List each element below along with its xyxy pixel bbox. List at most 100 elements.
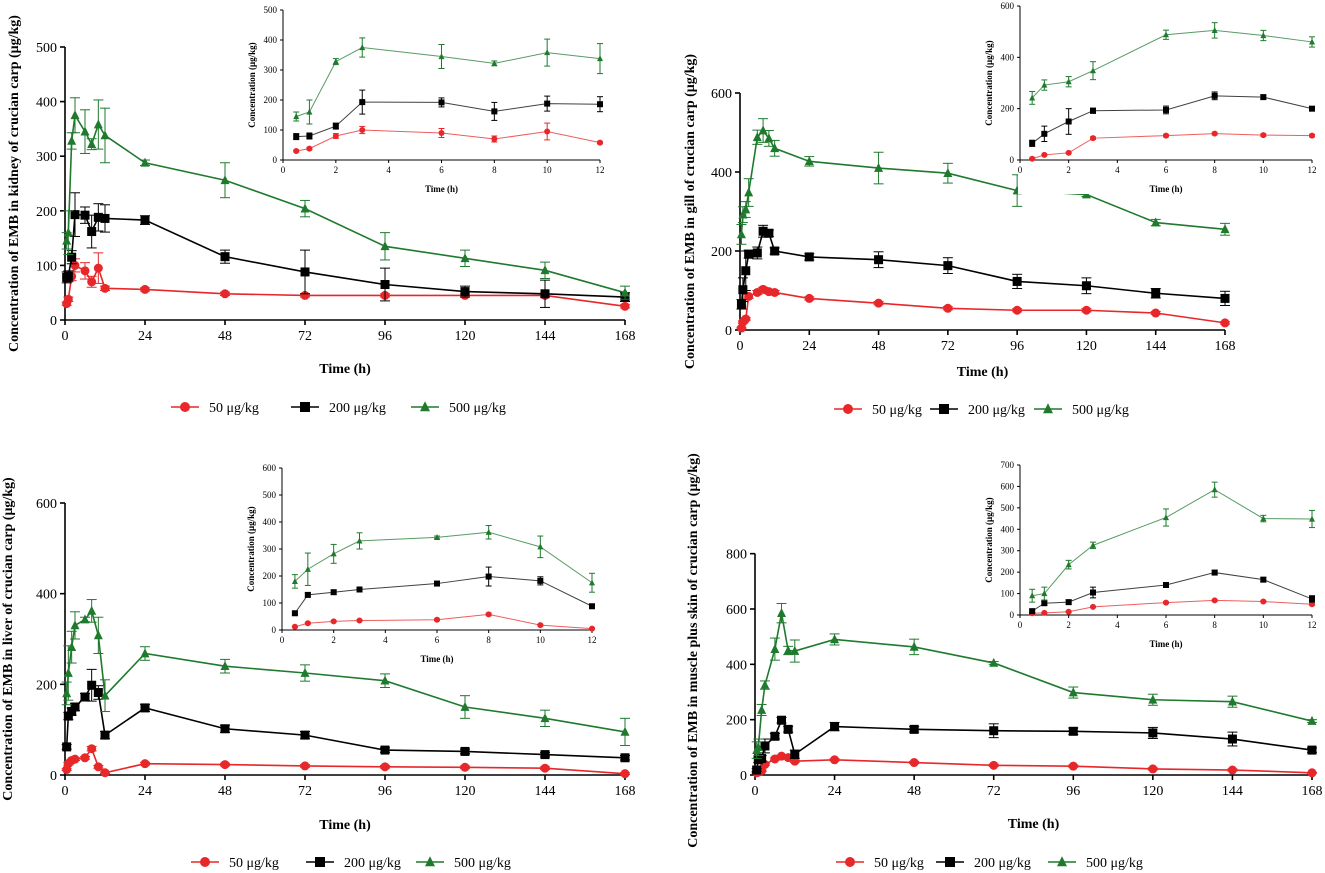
- data-point: [87, 277, 97, 287]
- data-point: [909, 724, 919, 734]
- series-triangle: [61, 97, 630, 300]
- legend-label: 200 μg/kg: [329, 401, 386, 416]
- x-tick-label: 10: [1259, 620, 1269, 630]
- x-tick-label: 48: [907, 784, 921, 799]
- y-tick-label: 200: [36, 205, 57, 220]
- x-tick-label: 96: [1066, 784, 1080, 799]
- series-line: [294, 613, 593, 630]
- x-tick-label: 144: [1145, 339, 1166, 354]
- data-point: [1065, 561, 1072, 568]
- data-point: [87, 139, 97, 149]
- data-point: [790, 645, 800, 655]
- inset-chart: 0 200 400 600 0 2 4 6 8 10 12 Time (h) Concentration…: [984, 1, 1322, 194]
- series-circle: [293, 122, 603, 154]
- x-tick-label: 24: [138, 784, 152, 799]
- data-point: [63, 227, 73, 237]
- data-point: [1227, 734, 1237, 744]
- legend: 50 μg/kg 200 μg/kg 500 μg/kg: [836, 856, 1143, 871]
- data-point: [1041, 130, 1048, 137]
- x-axis-title: Time (h): [319, 818, 371, 833]
- data-point: [87, 227, 97, 237]
- x-tick-label: 168: [615, 329, 636, 344]
- y-tick-label: 700: [1001, 460, 1015, 470]
- legend-label: 50 μg/kg: [874, 856, 924, 871]
- data-point: [804, 252, 814, 262]
- data-point: [540, 265, 550, 275]
- data-point: [757, 704, 767, 714]
- y-tick-label: 600: [726, 603, 747, 618]
- x-tick-label: 12: [596, 165, 605, 175]
- data-point: [80, 753, 90, 763]
- data-point: [438, 99, 445, 106]
- data-point: [62, 235, 72, 245]
- legend-label: 50 μg/kg: [209, 401, 259, 416]
- data-point: [1260, 598, 1267, 605]
- y-tick-label: 100: [36, 259, 57, 274]
- series-circle: [61, 744, 630, 779]
- data-point: [140, 759, 150, 769]
- data-point: [306, 108, 313, 115]
- data-point: [770, 246, 780, 256]
- data-point: [1065, 78, 1072, 85]
- series-line: [296, 46, 601, 117]
- x-tick-label: 144: [535, 329, 556, 344]
- x-axis-title: Time (h): [1149, 184, 1182, 194]
- data-point: [909, 758, 919, 768]
- series-circle: [291, 611, 595, 632]
- data-point: [1211, 130, 1218, 137]
- data-point: [1090, 107, 1096, 114]
- legend-item: 50 μg/kg: [171, 401, 259, 416]
- x-tick-label: 144: [535, 784, 556, 799]
- x-tick-label: 0: [62, 329, 69, 344]
- data-point: [537, 543, 544, 550]
- y-tick-label: 200: [263, 571, 277, 581]
- data-point: [537, 622, 544, 629]
- legend-item: 500 μg/kg: [416, 856, 511, 871]
- x-tick-label: 24: [138, 329, 152, 344]
- x-tick-label: 24: [802, 339, 816, 354]
- data-point: [356, 537, 363, 544]
- y-tick-label: 300: [263, 544, 277, 554]
- y-tick-label: 400: [263, 517, 277, 527]
- x-axis-title: Time (h): [1149, 639, 1182, 649]
- x-tick-label: 0: [1018, 165, 1023, 175]
- series-square: [1029, 91, 1315, 147]
- x-tick-label: 6: [1164, 620, 1169, 630]
- series-square: [293, 89, 603, 141]
- data-point: [67, 252, 77, 262]
- x-tick-label: 120: [455, 329, 476, 344]
- legend-label: 200 μg/kg: [968, 403, 1025, 418]
- data-point: [434, 580, 440, 587]
- data-point: [93, 762, 103, 772]
- data-point: [87, 680, 97, 690]
- legend: 50 μg/kg 200 μg/kg 500 μg/kg: [834, 403, 1129, 418]
- data-point: [1041, 151, 1048, 158]
- data-point: [330, 589, 337, 596]
- data-point: [783, 724, 793, 734]
- series-square: [751, 715, 1317, 775]
- data-point: [330, 550, 337, 557]
- data-point: [1260, 515, 1267, 522]
- x-axis-title: Time (h): [420, 654, 453, 664]
- data-point: [485, 528, 492, 535]
- data-point: [1029, 155, 1036, 162]
- data-point: [1220, 224, 1230, 234]
- y-tick-label: 400: [1001, 52, 1015, 62]
- data-point: [989, 657, 999, 667]
- x-tick-label: 120: [1076, 339, 1097, 354]
- inset-chart: 0 100 200 300 400 500 600 700 0 2 4 6 8 10 12 Time (h) C…: [984, 460, 1322, 649]
- series-line: [755, 718, 1313, 771]
- data-point: [304, 591, 311, 598]
- data-point: [770, 143, 780, 153]
- data-point: [770, 643, 780, 653]
- data-point: [1163, 582, 1169, 588]
- y-tick-label: 300: [264, 65, 278, 75]
- y-axis-title: Concentration of EMB in liver of crucian…: [1, 477, 16, 801]
- data-point: [80, 126, 90, 136]
- data-point: [589, 625, 595, 632]
- x-tick-label: 168: [615, 784, 636, 799]
- x-tick-label: 8: [1212, 165, 1217, 175]
- data-point: [332, 133, 339, 139]
